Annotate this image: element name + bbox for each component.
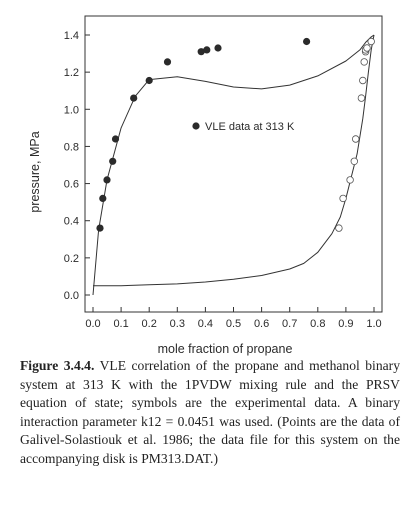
y-tick-label: 0.4: [64, 216, 79, 228]
caption-text: VLE correlation of the propane and metha…: [20, 358, 400, 466]
y-axis-title: pressure, MPa: [28, 131, 42, 212]
y-axis-ticks: 0.0 0.2 0.4 0.6 0.8 1.0 1.2 1.4: [64, 30, 90, 302]
x-tick-label: 0.1: [113, 318, 128, 330]
x-tick-label: 0.8: [310, 318, 325, 330]
vapor-data-point: [350, 157, 358, 165]
x-tick-label: 0.3: [170, 318, 185, 330]
vle-chart: 0.0 0.1 0.2 0.3 0.4 0.5 0.6 0.7 0.8 0.9 1.0 0.0 0.2…: [28, 15, 383, 356]
bubble-point-curve: [92, 34, 375, 296]
y-tick-label: 0.2: [64, 253, 79, 265]
x-tick-label: 0.4: [198, 318, 213, 330]
liquid-data-point: [109, 157, 117, 165]
vapor-data-point: [360, 58, 368, 66]
y-tick-label: 1.0: [64, 104, 79, 116]
liquid-data-point: [197, 48, 205, 56]
plot-frame: [84, 15, 383, 313]
x-axis-title: mole fraction of propane: [158, 342, 293, 356]
liquid-data-point: [303, 37, 311, 46]
y-tick-label: 0.8: [64, 141, 79, 153]
vapor-data-point: [359, 76, 367, 85]
legend-marker: [192, 122, 200, 130]
x-tick-label: 0.0: [85, 318, 100, 330]
caption-label: Figure 3.4.4.: [20, 358, 95, 373]
y-tick-label: 1.2: [64, 67, 79, 79]
vapor-data-point: [352, 135, 360, 143]
vapor-data-point: [339, 194, 347, 203]
dew-point-curve: [93, 34, 375, 287]
liquid-data-point: [163, 58, 172, 66]
vapor-data-point: [357, 94, 366, 102]
liquid-data-point: [130, 94, 138, 102]
liquid-data-point: [103, 176, 111, 184]
liquid-data-point: [214, 44, 222, 52]
liquid-data-point: [111, 135, 120, 143]
figure-caption: Figure 3.4.4. VLE correlation of the pro…: [20, 357, 400, 468]
vapor-data-point: [335, 224, 343, 232]
vapor-data-point: [367, 37, 375, 46]
vapor-data-point: [363, 44, 371, 52]
y-tick-label: 0.6: [64, 179, 79, 191]
liquid-data-point: [145, 76, 153, 85]
x-tick-label: 0.9: [338, 318, 353, 330]
liquid-data-point: [99, 194, 107, 202]
x-tick-label: 0.5: [226, 318, 241, 330]
y-tick-label: 1.4: [64, 30, 79, 42]
x-axis-ticks: 0.0 0.1 0.2 0.3 0.4 0.5 0.6 0.7 0.8 0.9 1.0: [85, 307, 382, 330]
liquid-data-point: [203, 46, 211, 54]
curves: [92, 34, 375, 296]
legend: VLE data at 313 K: [192, 121, 295, 133]
data-points: [96, 37, 375, 232]
y-tick-label: 0.0: [64, 290, 79, 302]
vapor-data-point: [346, 176, 354, 184]
x-tick-label: 0.7: [282, 318, 297, 330]
x-tick-label: 0.2: [142, 318, 157, 330]
x-tick-label: 1.0: [366, 318, 381, 330]
plot-border: [84, 15, 383, 313]
x-tick-label: 0.6: [254, 318, 269, 330]
legend-label: VLE data at 313 K: [205, 121, 295, 133]
liquid-data-point: [96, 224, 104, 232]
